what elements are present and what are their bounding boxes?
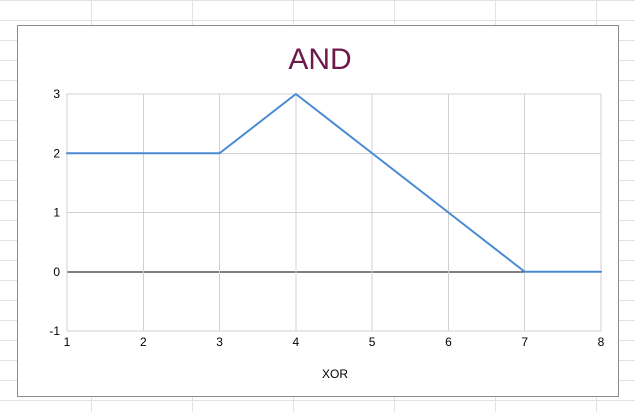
y-tick-label: 0: [53, 265, 60, 279]
x-tick-label: 4: [293, 335, 300, 349]
series-line-0: [66, 93, 602, 273]
y-tick-label: 1: [53, 206, 60, 220]
x-tick-labels: 1 2 3 4 5 6 7 8: [64, 335, 605, 349]
y-tick-labels: -1 0 1 2 3: [49, 87, 60, 338]
chart-container[interactable]: AND -1 0 1 2 3 1 2 3 4 5 6 7 8 XOR: [17, 25, 619, 397]
series-layer: [66, 93, 602, 273]
x-tick-label: 1: [64, 335, 71, 349]
x-tick-label: 5: [369, 335, 376, 349]
x-axis-title: XOR: [322, 367, 348, 381]
x-tick-label: 2: [140, 335, 147, 349]
x-tick-label: 7: [521, 335, 528, 349]
grid-lines: [66, 93, 602, 332]
line-chart: AND -1 0 1 2 3 1 2 3 4 5 6 7 8 XOR: [49, 43, 605, 381]
x-tick-label: 8: [598, 335, 605, 349]
y-tick-label: 3: [53, 87, 60, 101]
chart-title: AND: [288, 43, 351, 76]
x-tick-label: 3: [216, 335, 223, 349]
y-tick-label: -1: [49, 324, 60, 338]
y-tick-label: 2: [53, 146, 60, 160]
x-tick-label: 6: [445, 335, 452, 349]
